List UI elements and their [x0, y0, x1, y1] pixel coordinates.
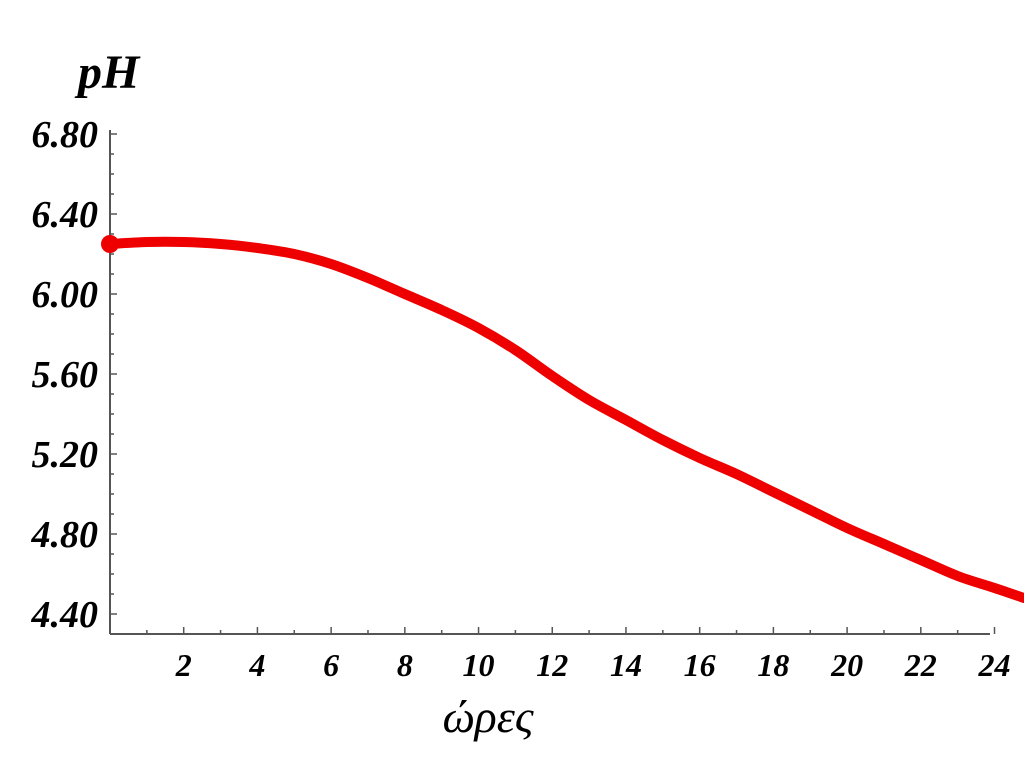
x-tick-label: 16: [684, 647, 716, 683]
y-ticks: 4.40 4.80 5.20 5.60 6.00 6.40 6.80: [31, 114, 117, 636]
x-tick-label: 14: [610, 647, 642, 683]
y-tick-label: 6.80: [32, 114, 99, 156]
x-ticks: 2 4 6 8 10 12 14 16 18 20 22 24: [146, 627, 1011, 683]
x-tick-label: 24: [978, 647, 1011, 683]
x-tick-label: 22: [904, 647, 937, 683]
x-tick-label: 12: [536, 647, 568, 683]
x-tick-label: 10: [463, 647, 495, 683]
start-point-marker: [101, 235, 119, 253]
y-tick-label: 6.40: [32, 194, 99, 236]
x-tick-label: 8: [397, 647, 413, 683]
x-tick-label: 18: [757, 647, 789, 683]
y-axis-label: pH: [74, 46, 141, 99]
y-tick-label: 4.80: [31, 514, 99, 556]
y-tick-label: 4.40: [31, 594, 99, 636]
x-tick-label: 20: [830, 647, 863, 683]
axes: [109, 130, 990, 635]
x-tick-label: 2: [175, 647, 192, 683]
y-tick-label: 5.20: [32, 434, 99, 476]
x-axis-label: ώρες: [443, 691, 534, 742]
ph-series-line: [105, 236, 1024, 603]
x-tick-label: 4: [248, 647, 265, 683]
y-tick-label: 6.00: [32, 274, 99, 316]
y-tick-label: 5.60: [32, 354, 99, 396]
series-layer: [101, 235, 1024, 603]
x-tick-label: 6: [323, 647, 339, 683]
